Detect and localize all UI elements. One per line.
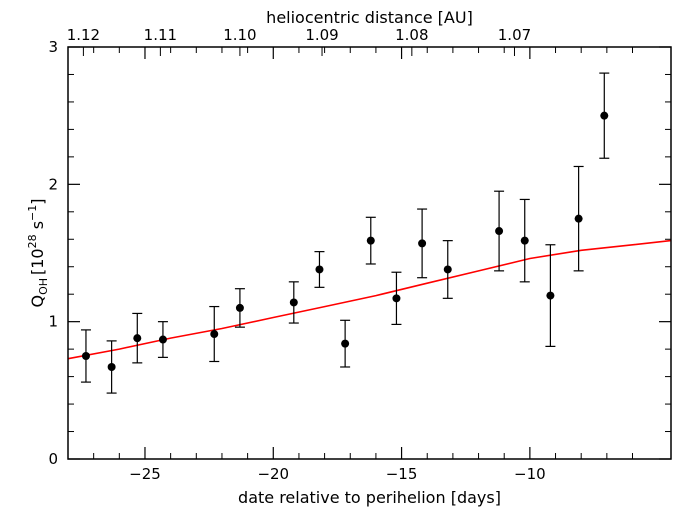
y-label-bracket-open: [10 <box>28 248 47 275</box>
data-point <box>443 265 452 274</box>
data-point <box>235 303 244 312</box>
y-axis-label: QOH [1028 s−1] <box>26 198 50 307</box>
data-point <box>341 339 350 348</box>
data-point <box>158 335 167 344</box>
y-tick-label: 2 <box>48 175 58 193</box>
x-tick-label: −25 <box>129 465 161 483</box>
data-point <box>133 334 142 343</box>
y-label-bracket-close: ] <box>28 198 47 204</box>
data-point <box>418 239 427 248</box>
x-tick-label: −20 <box>257 465 289 483</box>
y-tick-label: 3 <box>48 38 58 56</box>
data-point <box>366 236 375 245</box>
y-label-main: Q <box>28 295 47 308</box>
x2-tick-label: 1.09 <box>305 26 338 44</box>
plot-frame <box>67 46 672 460</box>
data-point <box>600 111 609 120</box>
data-point <box>574 214 583 223</box>
x2-tick-label: 1.07 <box>498 26 531 44</box>
data-point <box>520 236 529 245</box>
y-tick-label: 0 <box>48 450 58 468</box>
data-point <box>392 294 401 303</box>
x-tick-label: −15 <box>386 465 418 483</box>
data-point <box>546 291 555 300</box>
fit-line <box>67 239 672 360</box>
x2-tick-label: 1.11 <box>144 26 177 44</box>
data-point <box>107 362 116 371</box>
y-label-exp2: −1 <box>26 205 39 221</box>
x-axis-label: date relative to perihelion [days] <box>238 488 501 507</box>
x2-tick-label: 1.12 <box>67 26 100 44</box>
x2-tick-label: 1.08 <box>395 26 428 44</box>
y-tick-label: 1 <box>48 313 58 331</box>
data-point <box>495 227 504 236</box>
y-label-exp1: 28 <box>26 234 39 248</box>
data-point <box>289 298 298 307</box>
data-point <box>81 352 90 360</box>
y-label-sub: OH <box>37 278 50 295</box>
x2-tick-label: 1.10 <box>223 26 256 44</box>
top-axis-label: heliocentric distance [AU] <box>266 8 473 27</box>
data-point <box>210 330 219 339</box>
y-label-mid: s <box>28 221 47 234</box>
x-tick-label: −10 <box>514 465 546 483</box>
data-point <box>315 265 324 274</box>
